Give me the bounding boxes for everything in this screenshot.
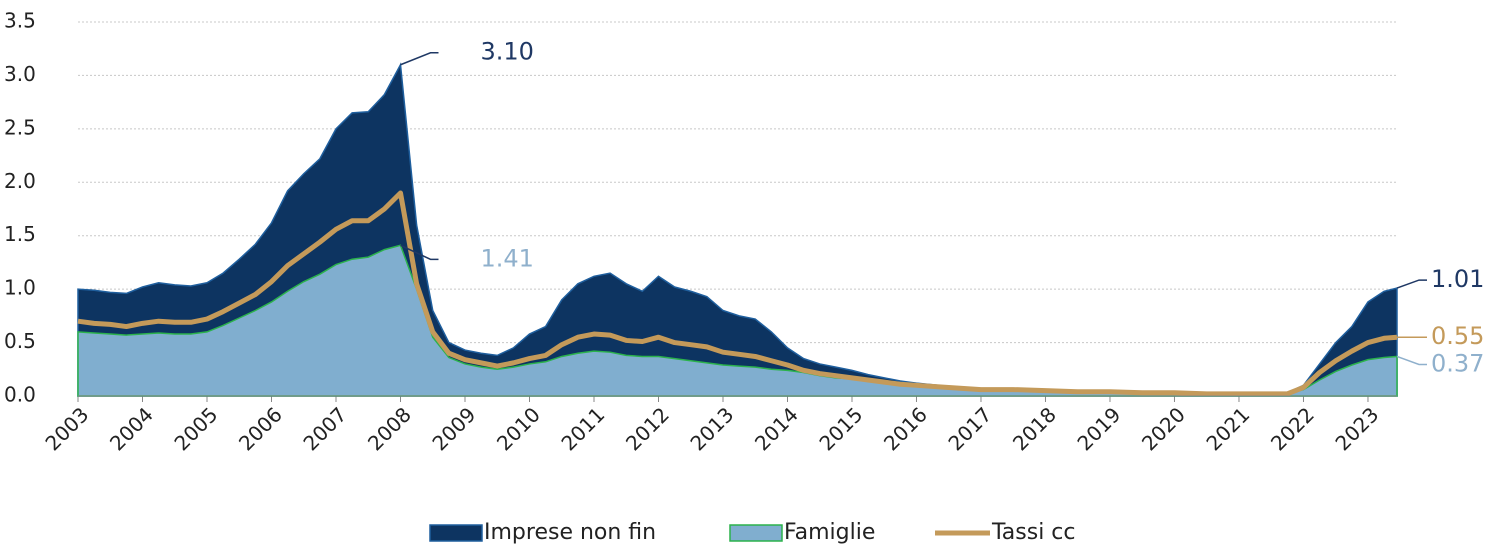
legend-label: Famiglie [784, 520, 875, 545]
x-tick-label: 2010 [492, 402, 545, 455]
x-tick-label: 2005 [169, 402, 222, 455]
x-tick-label: 2003 [40, 402, 93, 455]
x-tick-label: 2019 [1072, 402, 1125, 455]
legend-label: Imprese non fin [484, 520, 656, 545]
legend-item: Tassi cc [935, 520, 1076, 545]
x-tick-label: 2007 [298, 402, 351, 455]
y-tick-label: 0.0 [4, 383, 36, 407]
x-tick-label: 2015 [814, 402, 867, 455]
x-tick-label: 2022 [1266, 402, 1319, 455]
x-tick-label: 2023 [1330, 402, 1383, 455]
x-tick-label: 2020 [1137, 402, 1190, 455]
y-tick-label: 2.5 [4, 115, 36, 139]
x-tick-label: 2011 [556, 402, 609, 455]
annotation-label: 0.55 [1431, 322, 1484, 350]
annotation-label: 1.41 [480, 244, 533, 272]
x-tick-label: 2018 [1008, 402, 1061, 455]
annotation-label: 3.10 [480, 38, 533, 66]
x-tick-label: 2006 [234, 402, 287, 455]
annotation-label: 0.37 [1431, 349, 1484, 377]
x-tick-label: 2016 [879, 402, 932, 455]
x-tick-label: 2009 [427, 402, 480, 455]
x-tick-label: 2012 [621, 402, 674, 455]
x-tick-label: 2004 [105, 402, 158, 455]
y-tick-label: 3.0 [4, 62, 36, 86]
annotation-leader [1396, 355, 1427, 366]
x-tick-label: 2008 [363, 402, 416, 455]
legend-item: Imprese non fin [429, 520, 656, 545]
legend-label: Tassi cc [991, 520, 1076, 545]
x-tick-label: 2021 [1201, 402, 1254, 455]
annotation-leader [400, 51, 439, 66]
annotation-leader [1396, 279, 1427, 289]
legend-item: Famiglie [729, 520, 875, 545]
y-tick-label: 0.5 [4, 329, 36, 353]
legend-swatch [729, 524, 783, 542]
y-tick-label: 1.0 [4, 276, 36, 300]
line [77, 190, 1398, 397]
y-tick-label: 2.0 [4, 169, 36, 193]
y-tick-label: 3.5 [4, 9, 36, 33]
y-tick-label: 1.5 [4, 222, 36, 246]
x-tick-label: 2014 [750, 402, 803, 455]
annotation-label: 1.01 [1431, 265, 1484, 293]
annotation-leader [400, 244, 439, 261]
x-tick-label: 2013 [685, 402, 738, 455]
x-tick-label: 2017 [943, 402, 996, 455]
legend-swatch [429, 524, 483, 542]
